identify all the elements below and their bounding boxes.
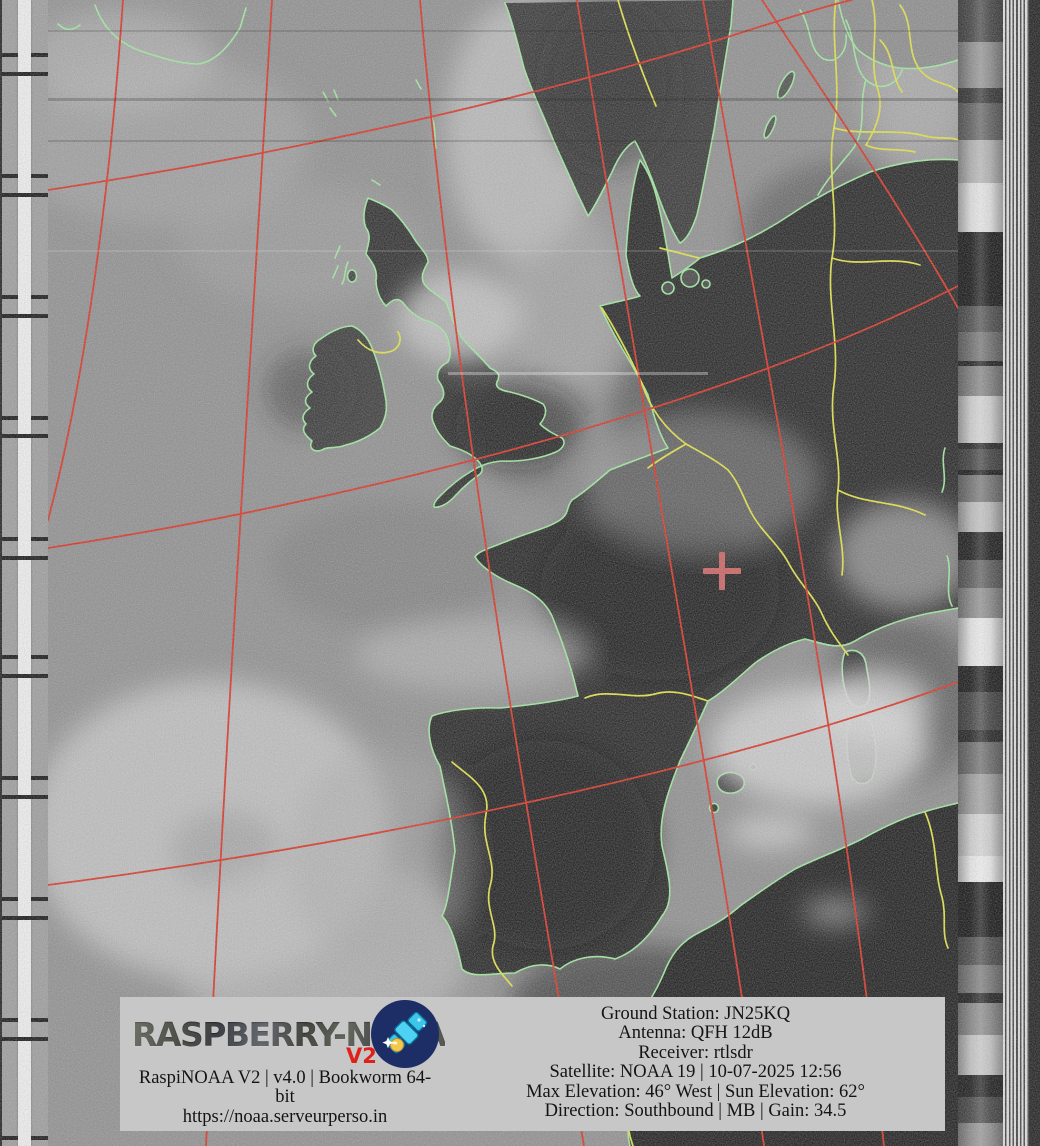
minute-marker-line [2, 556, 48, 560]
telemetry-wedge [958, 1075, 1003, 1097]
minute-marker-line [2, 537, 18, 541]
minute-marker-line [2, 1018, 18, 1022]
telemetry-wedge [958, 1097, 1003, 1123]
telemetry-wedge [958, 0, 1003, 42]
satellite-badge-icon [371, 1000, 439, 1068]
minute-marker-line [2, 295, 18, 299]
telemetry-wedge [958, 1003, 1003, 1035]
minute-marker-line [31, 174, 48, 178]
software-version-line-wrap: bit [275, 1087, 295, 1108]
telemetry-wedge [958, 856, 1003, 882]
telemetry-wedge [958, 183, 1003, 232]
telemetry-wedge-stack [958, 0, 1003, 1146]
telemetry-wedge [958, 396, 1003, 443]
ground-station-line: Ground Station: JN25KQ [600, 1004, 791, 1024]
minute-marker-line [2, 1136, 18, 1140]
minute-marker-line [2, 193, 48, 197]
telemetry-wedge [958, 366, 1003, 396]
telemetry-wedge [958, 965, 1003, 993]
telemetry-wedge [958, 1123, 1003, 1146]
minute-marker-line [2, 174, 18, 178]
telemetry-wedge [958, 730, 1003, 742]
telemetry-wedge [958, 937, 1003, 965]
minute-marker-line [2, 416, 18, 420]
minute-marker-line [31, 416, 48, 420]
minute-marker-line [2, 314, 48, 318]
minute-marker-line [31, 655, 48, 659]
telemetry-wedge [958, 475, 1003, 502]
telemetry-wedge [958, 332, 1003, 361]
telemetry-wedge [958, 560, 1003, 588]
minute-marker-line [2, 897, 18, 901]
software-version-line: RaspiNOAA V2 | v4.0 | Bookworm 64- [138, 1068, 432, 1088]
antenna-line: Antenna: QFH 12dB [618, 1023, 773, 1044]
minute-marker-line [2, 916, 48, 920]
minute-marker-line [2, 674, 48, 678]
telemetry-wedge [958, 140, 1003, 183]
minute-marker-line [31, 776, 48, 780]
telemetry-wedge [958, 742, 1003, 774]
telemetry-wedge [958, 232, 1003, 306]
station-info-panel: Ground Station: JN25KQ Antenna: QFH 12dB… [446, 997, 945, 1131]
minute-marker-line [2, 1037, 48, 1041]
apt-left-edge-strip [0, 0, 2, 1146]
minute-marker-line [31, 1136, 48, 1140]
satellite-map-image [48, 0, 958, 1146]
telemetry-wedge [958, 449, 1003, 470]
telemetry-wedge [958, 88, 1003, 103]
branding-panel: RASPBERRY-NOAA V2 [120, 997, 447, 1131]
apt-right-edge-strip [1029, 0, 1040, 1146]
satellite-pass-line: Satellite: NOAA 19 | 10-07-2025 12:56 [549, 1062, 842, 1083]
direction-gain-line: Direction: Southbound | MB | Gain: 34.5 [544, 1101, 847, 1122]
telemetry-wedge [958, 814, 1003, 856]
telemetry-wedge [958, 882, 1003, 937]
minute-marker-line [2, 776, 18, 780]
telemetry-wedge [958, 1035, 1003, 1075]
apt-sync-stripes [1003, 0, 1029, 1146]
elevation-line: Max Elevation: 46° West | Sun Elevation:… [526, 1081, 865, 1102]
telemetry-wedge [958, 103, 1003, 140]
receiver-line: Receiver: rtlsdr [638, 1042, 753, 1063]
minute-marker-line [2, 795, 48, 799]
minute-marker-line [2, 434, 48, 438]
minute-marker-line [31, 53, 48, 57]
raspberry-noaa-logo: RASPBERRY-NOAA V2 [124, 997, 447, 1069]
capture-info-footer: RASPBERRY-NOAA V2 [120, 997, 945, 1131]
apt-left-sync-bar [0, 0, 48, 1146]
minute-marker-line [31, 897, 48, 901]
telemetry-wedge [958, 692, 1003, 730]
minute-marker-line [31, 295, 48, 299]
telemetry-wedge [958, 532, 1003, 560]
telemetry-wedge [958, 666, 1003, 692]
website-url: https://noaa.serveurperso.in [182, 1106, 388, 1127]
telemetry-wedge [958, 774, 1003, 814]
telemetry-wedge [958, 993, 1003, 1003]
minute-marker-line [2, 655, 18, 659]
telemetry-wedge [958, 618, 1003, 666]
minute-marker-line [2, 72, 48, 76]
telemetry-wedge [958, 502, 1003, 532]
telemetry-wedge [958, 588, 1003, 618]
minute-marker-line [31, 537, 48, 541]
telemetry-wedge [958, 42, 1003, 88]
minute-marker-line [31, 1018, 48, 1022]
apt-telemetry-wedges [958, 0, 1003, 1146]
telemetry-wedge [958, 306, 1003, 332]
apt-space-white-stripe [18, 0, 31, 1146]
minute-marker-line [2, 53, 18, 57]
